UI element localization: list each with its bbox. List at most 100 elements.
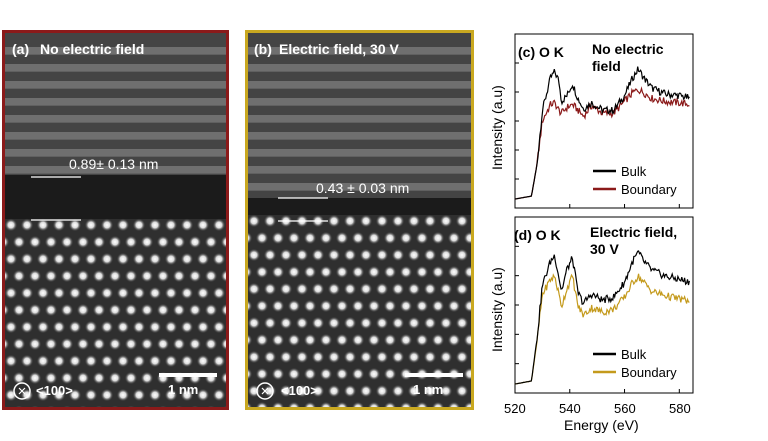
atomic-column [172, 303, 186, 317]
atomic-column [248, 299, 253, 313]
atomic-column [52, 252, 66, 266]
atomic-column [108, 303, 122, 317]
atomic-column [287, 367, 301, 381]
atomic-column [68, 354, 82, 368]
lattice-fringe [5, 115, 226, 123]
atomic-column [180, 354, 194, 368]
atomic-column [439, 214, 453, 228]
atomic-column [140, 371, 154, 385]
atomic-column [271, 367, 285, 381]
atomic-column [116, 320, 130, 334]
atomic-column [287, 299, 301, 313]
lattice-fringe [5, 149, 226, 157]
panel-b-zone-axis: <100> [281, 383, 318, 398]
panel-b-title: Electric field, 30 V [279, 41, 399, 57]
atomic-column [60, 371, 74, 385]
atomic-column [311, 282, 325, 296]
atomic-column [343, 282, 357, 296]
panel-a-zone-axis: <100> [36, 383, 73, 398]
atomic-column [220, 269, 226, 283]
atomic-column [248, 401, 253, 407]
atomic-column [447, 265, 461, 279]
atomic-column [180, 218, 194, 232]
atomic-column [174, 405, 184, 407]
atomic-column [156, 337, 170, 351]
atomic-column [100, 218, 114, 232]
atomic-column [335, 265, 349, 279]
atomic-column [196, 218, 210, 232]
atomic-column [124, 235, 138, 249]
atomic-column [44, 235, 58, 249]
atomic-column [92, 269, 106, 283]
panel-a-micrograph [5, 33, 226, 407]
atomic-column [295, 350, 309, 364]
scale-bar [159, 373, 217, 377]
lattice-fringe [5, 166, 226, 174]
atomic-column [271, 299, 285, 313]
atomic-column [359, 282, 373, 296]
atomic-column [439, 350, 453, 364]
atomic-column [132, 388, 146, 402]
atomic-column [220, 303, 226, 317]
atomic-column [255, 367, 269, 381]
atomic-column [52, 354, 66, 368]
atomic-column [399, 265, 413, 279]
atomic-column [100, 354, 114, 368]
atomic-column [20, 252, 34, 266]
panel-a-measurement: 0.89± 0.13 nm [69, 156, 159, 172]
atomic-column [5, 303, 10, 317]
atomic-column [351, 299, 365, 313]
atomic-column [359, 248, 373, 262]
atomic-column [255, 231, 269, 245]
panel-a-title: No electric field [40, 41, 145, 57]
atomic-column [76, 235, 90, 249]
atomic-column [375, 316, 389, 330]
xtick-540: 540 [559, 401, 581, 416]
atomic-column [116, 252, 130, 266]
atomic-column [124, 269, 138, 283]
atomic-column [463, 299, 471, 313]
atomic-column [303, 299, 317, 313]
atomic-column [367, 401, 381, 407]
atomic-column [14, 405, 24, 407]
atomic-column [204, 303, 218, 317]
atomic-column [68, 286, 82, 300]
atomic-column [92, 235, 106, 249]
atomic-column [455, 384, 469, 398]
atomic-column [116, 388, 130, 402]
atomic-column [319, 265, 333, 279]
zone-axis-cross-b [18, 387, 26, 395]
atomic-column [164, 320, 178, 334]
atomic-column [68, 252, 82, 266]
atomic-column [196, 286, 210, 300]
atomic-column [407, 282, 421, 296]
atomic-column [375, 282, 389, 296]
atomic-column [110, 405, 120, 407]
panel-a-scale-bar-label: 1 nm [168, 382, 199, 397]
panel-c-condition: No electric field [592, 41, 664, 75]
atomic-column [60, 337, 74, 351]
atomic-column [279, 282, 293, 296]
atomic-column [319, 231, 333, 245]
atomic-column [359, 384, 373, 398]
atomic-column [204, 337, 218, 351]
lattice-fringe [5, 132, 226, 140]
atomic-column [164, 286, 178, 300]
atomic-column [158, 405, 168, 407]
atomic-column [271, 333, 285, 347]
atomic-column [28, 337, 42, 351]
atomic-column [447, 231, 461, 245]
panel-d-ylabel: Intensity (a.u) [489, 267, 505, 352]
atomic-column [303, 367, 317, 381]
atomic-column [148, 218, 162, 232]
atomic-column [44, 371, 58, 385]
atomic-column [164, 354, 178, 368]
atomic-column [311, 316, 325, 330]
atomic-column [463, 333, 471, 347]
atomic-column [351, 231, 365, 245]
atomic-column [172, 269, 186, 283]
atomic-column [399, 333, 413, 347]
atomic-column [383, 367, 397, 381]
atomic-column [164, 252, 178, 266]
atomic-column [36, 388, 50, 402]
